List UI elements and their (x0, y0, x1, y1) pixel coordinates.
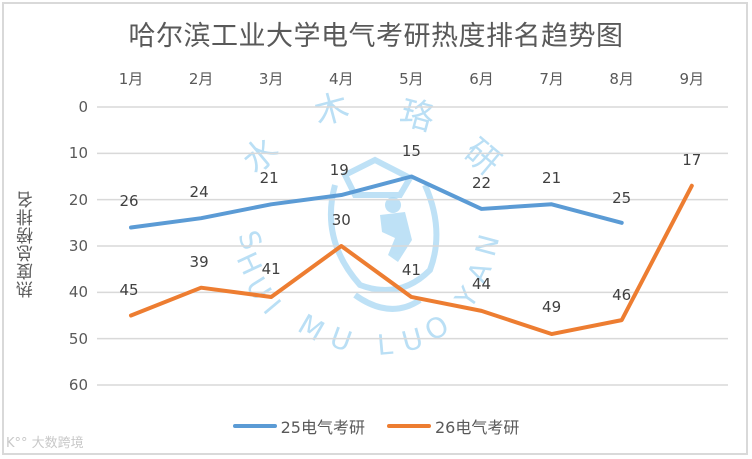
data-label: 41 (261, 259, 281, 278)
data-label: 30 (331, 211, 351, 229)
legend-label-26: 26电气考研 (435, 418, 520, 437)
x-tick-label: 9月 (679, 70, 705, 88)
x-tick-label: 3月 (258, 70, 284, 88)
x-tick-label: 2月 (188, 70, 214, 88)
data-label: 26 (119, 192, 139, 211)
y-tick-label: 20 (68, 190, 88, 209)
data-label: 44 (471, 274, 492, 293)
data-label: 19 (329, 161, 349, 180)
y-tick-label: 30 (68, 237, 88, 255)
data-label: 41 (401, 260, 421, 279)
data-label: 24 (189, 183, 209, 202)
legend: 25电气考研 26电气考研 (0, 414, 752, 438)
data-label: 49 (542, 298, 562, 317)
y-tick-label: 50 (68, 329, 88, 348)
data-label: 46 (612, 286, 632, 305)
x-tick-label: 7月 (539, 70, 564, 88)
x-tick-label: 6月 (469, 70, 494, 88)
y-tick-label: 10 (68, 144, 88, 163)
data-label: 45 (119, 280, 139, 299)
data-label: 21 (542, 169, 562, 188)
x-tick-label: 1月 (118, 70, 144, 88)
chart-title: 哈尔滨工业大学电气考研热度排名趋势图 (128, 21, 624, 52)
legend-item-26[interactable]: 26电气考研 (387, 414, 519, 438)
data-label: 15 (401, 141, 421, 160)
y-tick-label: 0 (78, 98, 88, 116)
legend-item-25[interactable]: 25电气考研 (232, 414, 365, 438)
y-tick-label: 40 (68, 283, 88, 302)
data-label: 17 (682, 150, 702, 169)
y-tick-label: 60 (68, 376, 88, 394)
data-label: 21 (259, 169, 279, 188)
x-tick-label: 4月 (329, 70, 354, 88)
legend-swatch-25-icon (232, 424, 277, 428)
data-label: 39 (189, 252, 209, 271)
footer-logo: K°° 大数跨境 (6, 432, 84, 451)
data-label: 25 (612, 188, 632, 207)
footer-logo-text: 大数跨境 (31, 436, 84, 451)
series-line-0[interactable] (129, 174, 624, 230)
logo-icon: K°° (6, 436, 28, 451)
data-label: 22 (471, 173, 492, 192)
series-line-1[interactable] (129, 183, 694, 337)
legend-swatch-26-icon (387, 424, 431, 428)
x-tick-label: 5月 (399, 70, 424, 88)
legend-label-25: 25电气考研 (280, 418, 365, 437)
x-tick-label: 8月 (609, 70, 634, 88)
